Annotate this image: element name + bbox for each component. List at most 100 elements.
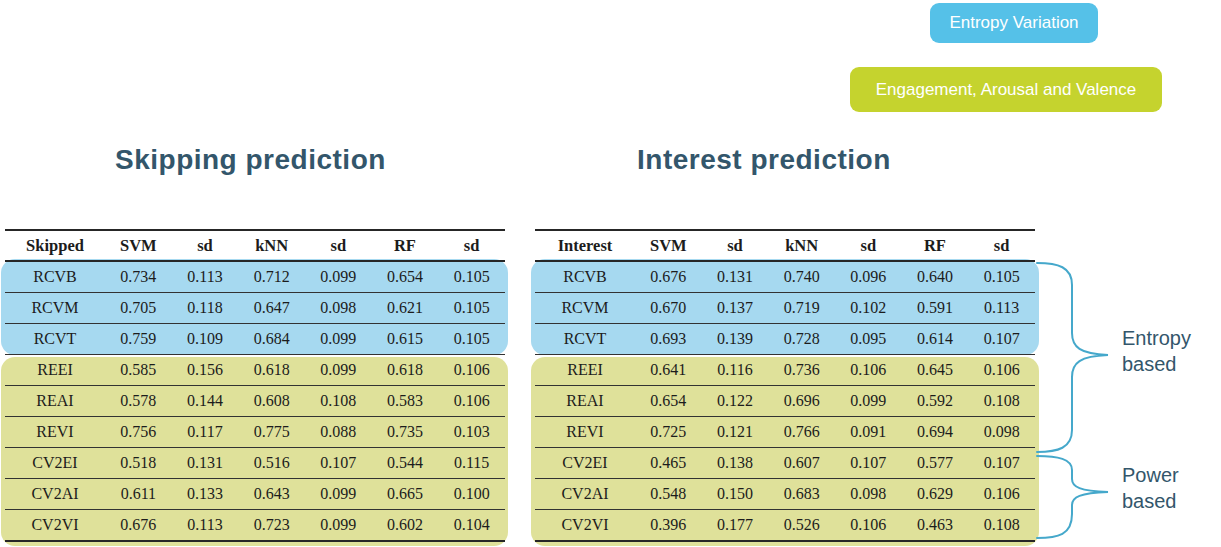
value-cell: 0.113 [172,510,239,542]
value-cell: 0.465 [635,448,702,479]
value-cell: 0.105 [438,324,505,355]
value-cell: 0.578 [105,386,172,417]
table-row-cv2ai: CV2AI0.6110.1330.6430.0990.6650.100 [5,479,505,510]
table-row-rcvm: RCVM0.6700.1370.7190.1020.5910.113 [535,293,1035,324]
value-cell: 0.615 [372,324,439,355]
value-cell: 0.109 [172,324,239,355]
group-braces [1030,255,1125,547]
skipping-prediction-table: SkippedSVMsdkNNsdRFsdRCVB0.7340.1130.712… [5,229,505,542]
column-header-skipped: Skipped [5,230,105,261]
value-cell: 0.583 [372,386,439,417]
value-cell: 0.113 [172,261,239,293]
value-cell: 0.643 [238,479,305,510]
value-cell: 0.106 [438,386,505,417]
table-row-revi: REVI0.7250.1210.7660.0910.6940.098 [535,417,1035,448]
value-cell: 0.107 [968,324,1035,355]
column-header-svm-1: SVM [635,230,702,261]
feature-name: CV2AI [5,479,105,510]
value-cell: 0.106 [968,355,1035,386]
table-row-revi: REVI0.7560.1170.7750.0880.7350.103 [5,417,505,448]
value-cell: 0.719 [768,293,835,324]
value-cell: 0.608 [238,386,305,417]
value-cell: 0.104 [438,510,505,542]
table-row-reai: REAI0.5780.1440.6080.1080.5830.106 [5,386,505,417]
column-header-interest: Interest [535,230,635,261]
value-cell: 0.100 [438,479,505,510]
value-cell: 0.099 [305,355,372,386]
value-cell: 0.099 [305,479,372,510]
legend-entropy-variation: Entropy Variation [930,3,1098,43]
value-cell: 0.098 [305,293,372,324]
value-cell: 0.725 [635,417,702,448]
results-figure: Entropy Variation Engagement, Arousal an… [0,0,1221,547]
value-cell: 0.585 [105,355,172,386]
value-cell: 0.705 [105,293,172,324]
entropy-based-brace [1037,263,1108,452]
feature-name: RCVT [535,324,635,355]
value-cell: 0.115 [438,448,505,479]
value-cell: 0.647 [238,293,305,324]
table-row-rcvt: RCVT0.7590.1090.6840.0990.6150.105 [5,324,505,355]
value-cell: 0.150 [702,479,769,510]
value-cell: 0.654 [635,386,702,417]
table-row-rcvb: RCVB0.7340.1130.7120.0990.6540.105 [5,261,505,293]
value-cell: 0.618 [372,355,439,386]
value-cell: 0.723 [238,510,305,542]
value-cell: 0.113 [968,293,1035,324]
value-cell: 0.105 [968,261,1035,293]
value-cell: 0.106 [438,355,505,386]
table-row-cv2ei: CV2EI0.5180.1310.5160.1070.5440.115 [5,448,505,479]
column-header-sd-2: sd [702,230,769,261]
value-cell: 0.670 [635,293,702,324]
column-header-sd-4: sd [305,230,372,261]
value-cell: 0.621 [372,293,439,324]
value-cell: 0.107 [968,448,1035,479]
column-header-knn-3: kNN [238,230,305,261]
feature-name: REAI [535,386,635,417]
value-cell: 0.676 [105,510,172,542]
value-cell: 0.736 [768,355,835,386]
value-cell: 0.105 [438,261,505,293]
value-cell: 0.712 [238,261,305,293]
value-cell: 0.107 [835,448,902,479]
value-cell: 0.740 [768,261,835,293]
feature-name: CV2EI [5,448,105,479]
value-cell: 0.122 [702,386,769,417]
value-cell: 0.602 [372,510,439,542]
table-header-row: InterestSVMsdkNNsdRFsd [535,230,1035,261]
value-cell: 0.138 [702,448,769,479]
table-row-reai: REAI0.6540.1220.6960.0990.5920.108 [535,386,1035,417]
value-cell: 0.108 [968,510,1035,542]
value-cell: 0.396 [635,510,702,542]
feature-name: RCVT [5,324,105,355]
value-cell: 0.106 [835,355,902,386]
power-based-label: Power based [1122,462,1221,514]
value-cell: 0.144 [172,386,239,417]
value-cell: 0.676 [635,261,702,293]
value-cell: 0.103 [438,417,505,448]
value-cell: 0.629 [902,479,969,510]
entropy-based-label: Entropy based [1122,325,1221,377]
value-cell: 0.121 [702,417,769,448]
value-cell: 0.684 [238,324,305,355]
value-cell: 0.133 [172,479,239,510]
value-cell: 0.614 [902,324,969,355]
feature-name: REVI [535,417,635,448]
value-cell: 0.756 [105,417,172,448]
value-cell: 0.591 [902,293,969,324]
value-cell: 0.177 [702,510,769,542]
value-cell: 0.463 [902,510,969,542]
value-cell: 0.098 [835,479,902,510]
value-cell: 0.693 [635,324,702,355]
value-cell: 0.577 [902,448,969,479]
value-cell: 0.116 [702,355,769,386]
value-cell: 0.592 [902,386,969,417]
value-cell: 0.108 [305,386,372,417]
value-cell: 0.734 [105,261,172,293]
feature-name: RCVM [535,293,635,324]
value-cell: 0.107 [305,448,372,479]
value-cell: 0.156 [172,355,239,386]
value-cell: 0.775 [238,417,305,448]
column-header-rf-5: RF [372,230,439,261]
value-cell: 0.099 [305,324,372,355]
